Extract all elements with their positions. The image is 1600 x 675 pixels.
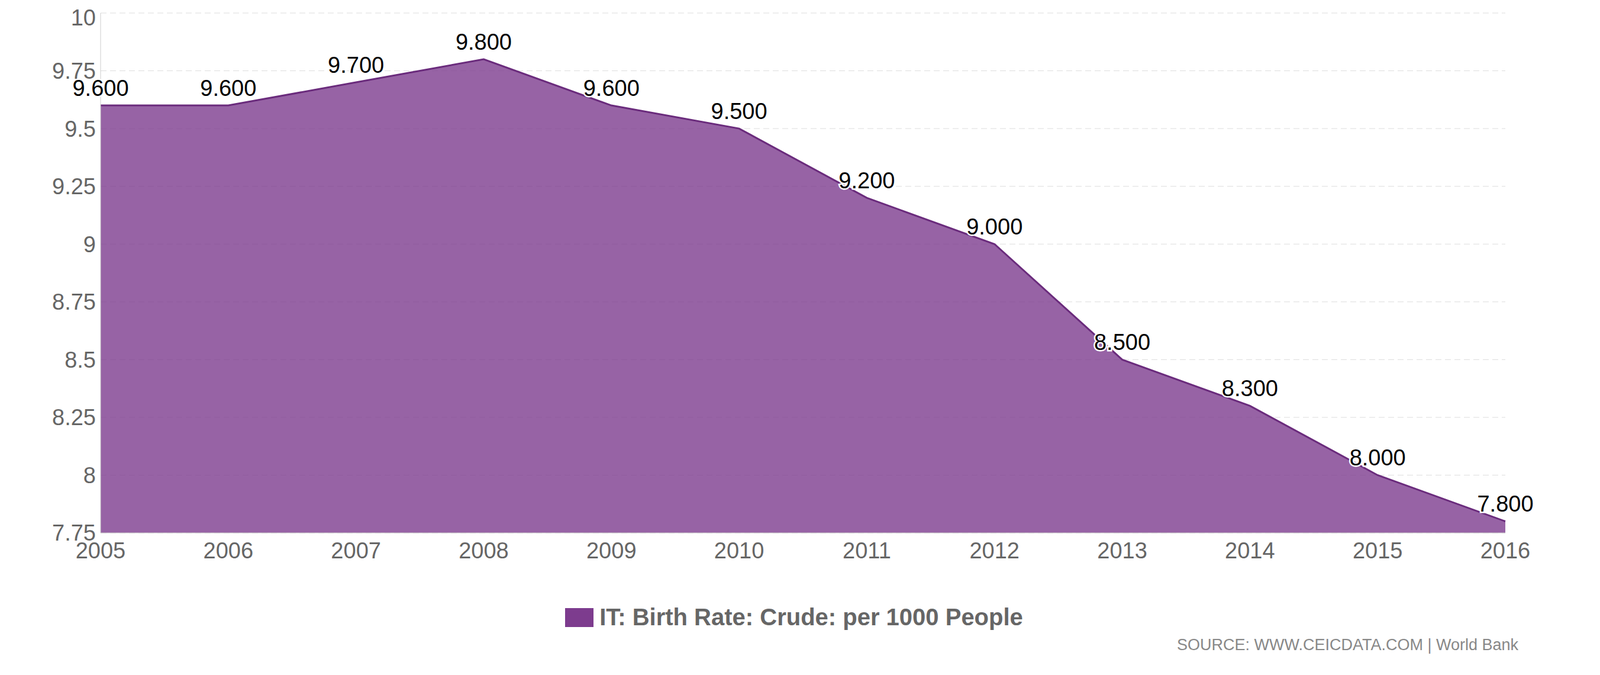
svg-text:2015: 2015	[1352, 537, 1403, 563]
svg-text:2009: 2009	[586, 537, 637, 563]
svg-text:2010: 2010	[714, 537, 765, 563]
svg-text:2012: 2012	[969, 537, 1020, 563]
svg-text:9.700: 9.700	[327, 52, 385, 78]
svg-text:9.5: 9.5	[64, 116, 96, 142]
svg-text:9.800: 9.800	[455, 29, 512, 55]
svg-text:2005: 2005	[75, 537, 126, 563]
svg-text:9.600: 9.600	[200, 75, 257, 101]
svg-text:8.300: 8.300	[1221, 375, 1279, 401]
svg-text:2008: 2008	[458, 537, 509, 563]
svg-text:9.75: 9.75	[52, 58, 96, 84]
svg-text:9.600: 9.600	[583, 75, 640, 101]
svg-text:8.75: 8.75	[52, 289, 96, 315]
svg-text:9: 9	[83, 231, 96, 257]
svg-text:8: 8	[83, 462, 96, 488]
svg-text:9.200: 9.200	[838, 168, 895, 193]
html-text:SOURCE: WWW.CEICDATA.COM | Wor: SOURCE: WWW.CEICDATA.COM | World Bank	[1176, 635, 1519, 654]
svg-text:10: 10	[71, 5, 96, 31]
svg-text:9.25: 9.25	[52, 173, 96, 199]
svg-text:2007: 2007	[330, 537, 382, 563]
svg-text:9.000: 9.000	[966, 214, 1023, 240]
svg-text:7.800: 7.800	[1476, 491, 1534, 516]
svg-text:2016: 2016	[1480, 537, 1531, 563]
svg-text:9.600: 9.600	[72, 75, 129, 101]
html-text:IT: Birth Rate: Crude: per 100: IT: Birth Rate: Crude: per 1000 People	[599, 603, 1024, 630]
svg-text:7.75: 7.75	[52, 520, 96, 545]
svg-text:8.5: 8.5	[64, 347, 96, 373]
svg-text:8.000: 8.000	[1349, 444, 1406, 470]
svg-text:2013: 2013	[1097, 537, 1148, 563]
svg-text:9.500: 9.500	[711, 98, 768, 124]
svg-text:2014: 2014	[1224, 537, 1276, 563]
svg-text:2011: 2011	[842, 537, 892, 563]
svg-text:8.500: 8.500	[1094, 329, 1151, 355]
svg-text:2006: 2006	[203, 537, 254, 563]
svg-text:8.25: 8.25	[52, 404, 96, 430]
